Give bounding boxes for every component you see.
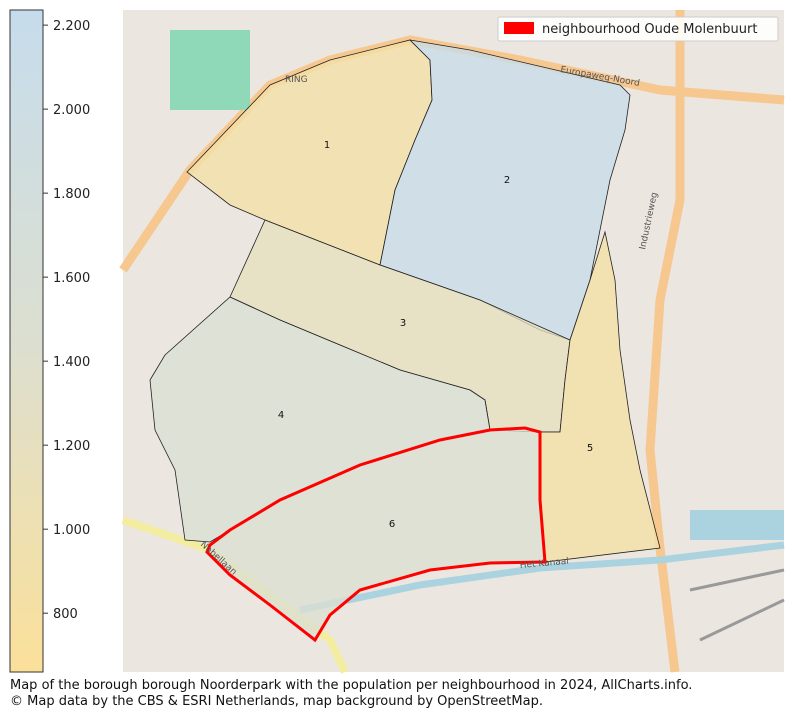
caption-line: © Map data by the CBS & ESRI Netherlands… <box>10 694 543 709</box>
legend-swatch <box>504 22 534 34</box>
neighbourhood-label: 2 <box>504 175 510 186</box>
colorbar-tick-label: 1.000 <box>53 523 90 538</box>
neighbourhood-area <box>205 426 547 643</box>
street-label: Het Kanaal <box>519 557 569 571</box>
neighbourhood-label: 3 <box>400 318 406 329</box>
colorbar-tick-label: 1.400 <box>53 355 90 370</box>
neighbourhood-label: 5 <box>587 443 593 454</box>
colorbar-tick-label: 2.000 <box>53 103 90 118</box>
colorbar-tick-label: 1.800 <box>53 187 90 202</box>
colorbar <box>9 9 44 673</box>
neighbourhood-label: 1 <box>324 140 330 151</box>
colorbar-tick-label: 800 <box>53 607 78 622</box>
colorbar-tick-label: 2.200 <box>53 19 90 34</box>
neighbourhood-label: 6 <box>389 519 395 530</box>
street-label: RING <box>285 75 308 85</box>
legend-label: neighbourhood Oude Molenbuurt <box>542 22 757 37</box>
legend: neighbourhood Oude Molenbuurt <box>497 16 779 42</box>
neighbourhood-label: 4 <box>278 410 284 421</box>
colorbar-tick-label: 1.600 <box>53 271 90 286</box>
colorbar-tick-label: 1.200 <box>53 439 90 454</box>
map-figure: 123456Europaweg-NoordIndustriewegNobella… <box>9 9 785 674</box>
caption-line: Map of the borough borough Noorderpark w… <box>10 678 693 693</box>
